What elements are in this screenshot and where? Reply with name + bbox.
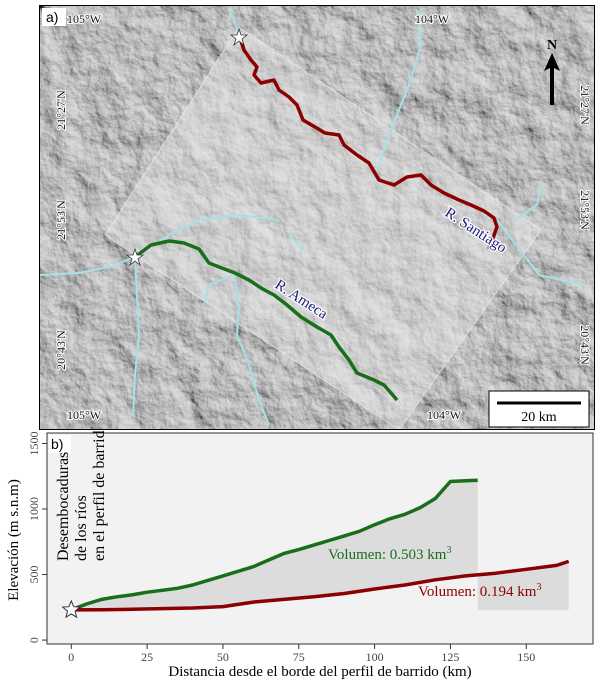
lon-label-top-right: 104°W xyxy=(415,12,450,26)
x-tick-label: 50 xyxy=(217,650,229,664)
santiago-river xyxy=(237,34,499,250)
annotation-line-3: en el perfil de barrido xyxy=(91,430,108,561)
x-tick-label: 100 xyxy=(366,650,384,664)
lon-label-bottom-right: 104°W xyxy=(427,408,462,422)
river-mouth-star-icon xyxy=(61,599,82,619)
x-axis-ticks: 0 25 50 75 100 125 150 xyxy=(68,644,535,664)
y-tick-label: 500 xyxy=(27,566,41,584)
north-label: N xyxy=(547,38,557,53)
santiago-profile-line xyxy=(71,559,570,612)
x-tick-label: 0 xyxy=(68,650,74,664)
ameca-river xyxy=(133,239,399,402)
lon-label-bottom-left: 105°W xyxy=(67,408,102,422)
volume-red-label: Volumen: 0.194 km3 xyxy=(418,582,541,600)
volume-green-label: Volumen: 0.503 km3 xyxy=(328,545,451,563)
x-axis-label: Distancia desde el borde del perfil de b… xyxy=(168,664,471,680)
y-tick-label: 0 xyxy=(27,637,41,643)
panel-b-label: b) xyxy=(51,436,63,452)
x-tick-label: 150 xyxy=(517,650,535,664)
y-tick-label: 1000 xyxy=(27,497,41,521)
x-tick-label: 75 xyxy=(293,650,305,664)
lat-label-right-lower: 20°43'N xyxy=(578,325,592,365)
north-arrow-icon: N xyxy=(544,38,560,105)
profile-chart: b) 0 25 50 75 100 125 150 0 500 1000 1500 Desembo… xyxy=(6,430,594,680)
annotation-line-2: de los ríos xyxy=(73,495,90,561)
plot-area xyxy=(46,432,594,645)
scale-bar: 20 km xyxy=(488,390,590,428)
x-tick-label: 25 xyxy=(141,650,153,664)
map-panel: R. Santiago R. Ameca 105°W 104°W 105°W 1… xyxy=(39,5,595,430)
lat-label-right-middle: 21°53'N xyxy=(578,190,592,230)
panel-a-label: a) xyxy=(46,9,58,25)
y-axis-label: Elevación (m s.n.m) xyxy=(6,479,22,601)
y-axis-ticks: 0 500 1000 1500 xyxy=(27,431,47,643)
swath-profile-area xyxy=(104,26,542,430)
x-tick-label: 125 xyxy=(441,650,459,664)
lat-label-left-middle: 21°53'N xyxy=(54,200,68,240)
ameca-profile-line xyxy=(70,478,478,612)
lat-label-left-upper: 21°27'N xyxy=(54,90,68,130)
lat-label-right-upper: 21°27'N xyxy=(578,85,592,125)
y-tick-label: 1500 xyxy=(27,431,41,455)
river-mouth-star-santiago xyxy=(229,27,249,47)
lat-label-left-lower: 20°43'N xyxy=(54,330,68,370)
river-mouth-star-ameca xyxy=(125,247,145,267)
lon-label-top-left: 105°W xyxy=(67,12,102,26)
scale-label: 20 km xyxy=(521,410,557,425)
annotation-line-1: Desembocaduras xyxy=(55,452,72,561)
